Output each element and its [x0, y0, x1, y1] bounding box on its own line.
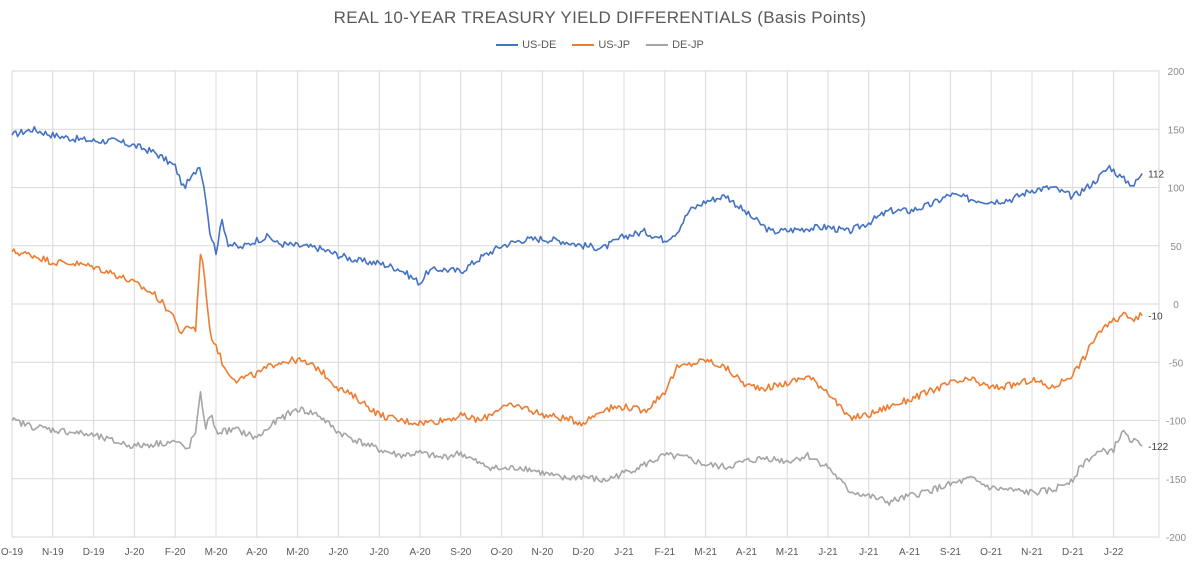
y-tick-label: -100	[1166, 417, 1186, 428]
x-tick-label: D-21	[1062, 547, 1084, 558]
x-tick-label: D-20	[572, 547, 594, 558]
x-tick-label: O-20	[490, 547, 513, 558]
x-tick-label: N-19	[42, 547, 64, 558]
series-line-de-jp	[11, 391, 1143, 506]
legend-swatch-us-jp	[572, 44, 595, 46]
end-label-us-de: 112	[1148, 170, 1164, 181]
legend-item-de-jp[interactable]: DE-JP	[646, 39, 704, 51]
y-tick-label: 50	[1170, 242, 1182, 253]
x-tick-label: J-21	[614, 547, 634, 558]
legend-label-de-jp: DE-JP	[672, 39, 704, 51]
x-tick-label: O-21	[980, 547, 1003, 558]
x-tick-label: F-21	[655, 547, 676, 558]
end-label-us-jp: -10	[1148, 312, 1163, 323]
x-tick-label: A-21	[736, 547, 758, 558]
chart-title: REAL 10-YEAR TREASURY YIELD DIFFERENTIAL…	[333, 8, 867, 27]
end-label-de-jp: -122	[1148, 442, 1168, 453]
x-tick-label: S-21	[940, 547, 962, 558]
x-tick-label: M-21	[776, 547, 799, 558]
x-tick-label: J-20	[369, 547, 389, 558]
x-tick-label: A-20	[409, 547, 431, 558]
x-tick-label: A-20	[246, 547, 268, 558]
series-line-us-jp	[11, 248, 1143, 427]
y-tick-label: 200	[1168, 67, 1185, 78]
x-tick-label: O-19	[1, 547, 24, 558]
x-tick-label: A-21	[899, 547, 921, 558]
x-tick-label: S-20	[450, 547, 472, 558]
series-line-us-de	[11, 125, 1143, 286]
x-tick-label: J-21	[818, 547, 838, 558]
legend-swatch-us-de	[496, 44, 519, 46]
x-tick-label: J-20	[125, 547, 145, 558]
x-tick-label: D-19	[83, 547, 105, 558]
legend-item-us-de[interactable]: US-DE	[496, 39, 556, 51]
legend-swatch-de-jp	[646, 44, 669, 46]
x-tick-label: N-20	[532, 547, 554, 558]
x-tick-label: N-21	[1021, 547, 1043, 558]
x-tick-label: M-21	[694, 547, 717, 558]
y-tick-label: -150	[1166, 475, 1186, 486]
y-tick-label: 0	[1173, 300, 1179, 311]
x-tick-label: J-21	[859, 547, 879, 558]
legend-label-us-de: US-DE	[522, 39, 557, 51]
legend-label-us-jp: US-JP	[598, 39, 631, 51]
y-tick-label: -200	[1166, 533, 1186, 544]
x-tick-label: M-20	[286, 547, 309, 558]
y-tick-label: 100	[1168, 184, 1185, 195]
x-tick-label: J-20	[329, 547, 349, 558]
x-tick-label: M-20	[205, 547, 228, 558]
x-tick-label: J-22	[1104, 547, 1124, 558]
y-tick-label: 150	[1168, 125, 1185, 136]
chart-legend: US-DE US-JP DE-JP	[0, 39, 1200, 51]
y-tick-label: -50	[1169, 358, 1184, 369]
x-tick-label: F-20	[165, 547, 186, 558]
legend-item-us-jp[interactable]: US-JP	[572, 39, 630, 51]
